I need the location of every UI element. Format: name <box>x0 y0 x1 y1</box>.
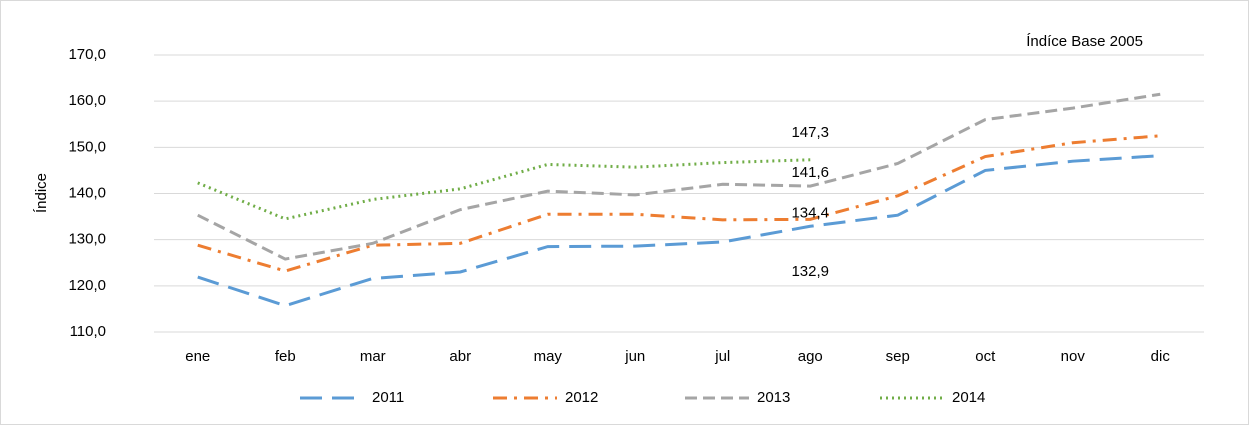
x-tick-label: jul <box>714 348 730 365</box>
y-tick-label: 170,0 <box>68 46 106 63</box>
series-line <box>197 92 1161 261</box>
x-tick-label: ago <box>798 348 823 365</box>
legend-label: 2011 <box>372 389 404 406</box>
series-line <box>197 158 811 221</box>
x-tick-label: ene <box>185 348 210 365</box>
annotation: Índíce Base 2005 <box>1026 33 1143 50</box>
x-tick-label: may <box>534 348 563 365</box>
y-tick-label: 160,0 <box>68 92 106 109</box>
x-tick-label: mar <box>360 348 386 365</box>
x-tick-label: dic <box>1151 348 1171 365</box>
y-tick-label: 130,0 <box>68 231 106 248</box>
x-tick-label: feb <box>275 348 296 365</box>
data-label: 132,9 <box>791 263 829 280</box>
x-tick-label: nov <box>1061 348 1086 365</box>
legend-label: 2013 <box>757 389 790 406</box>
data-label: 141,6 <box>791 164 829 181</box>
x-tick-label: jun <box>624 348 645 365</box>
data-label: 134,4 <box>791 204 829 221</box>
y-tick-label: 110,0 <box>70 323 106 340</box>
legend-label: 2012 <box>565 389 598 406</box>
y-tick-label: 120,0 <box>68 277 106 294</box>
y-tick-label: 150,0 <box>68 138 106 155</box>
x-tick-label: oct <box>975 348 996 365</box>
y-axis-label: Índice <box>33 173 50 213</box>
data-label: 147,3 <box>791 124 829 141</box>
series-line <box>197 154 1161 308</box>
y-tick-label: 140,0 <box>68 184 106 201</box>
x-tick-label: sep <box>886 348 910 365</box>
legend-label: 2014 <box>952 389 985 406</box>
series-line <box>197 134 1161 273</box>
x-tick-label: abr <box>449 348 471 365</box>
